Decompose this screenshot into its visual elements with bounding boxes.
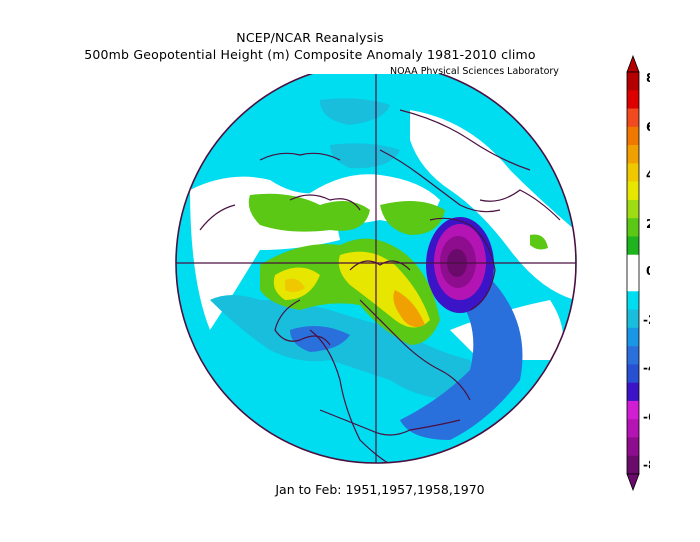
anomaly-orange-max bbox=[393, 290, 425, 328]
colorbar-segment bbox=[627, 291, 639, 310]
colorbar-arrow-bottom bbox=[626, 473, 640, 492]
colorbar-segment bbox=[627, 145, 639, 164]
colorbar-segment bbox=[627, 455, 639, 475]
map-boundary bbox=[175, 74, 577, 464]
colorbar-segment bbox=[627, 400, 639, 420]
colorbar-tick-label: -40 bbox=[643, 361, 650, 375]
map-subtitle: 500mb Geopotential Height (m) Composite … bbox=[84, 47, 536, 62]
colorbar-segment bbox=[627, 236, 639, 256]
colorbar-segment bbox=[627, 181, 639, 201]
colorbar-tick-label: 20 bbox=[646, 217, 650, 231]
colorbar-tick-label: 40 bbox=[646, 168, 650, 182]
colorbar-segment bbox=[627, 419, 639, 438]
colorbar-segment bbox=[627, 382, 639, 402]
colorbar-segment bbox=[627, 437, 639, 457]
colorbar-segment bbox=[627, 163, 639, 182]
colorbar-tick-label: -20 bbox=[643, 313, 650, 327]
anomaly-green-east bbox=[530, 234, 548, 250]
colorbar-tick-label: 80 bbox=[646, 71, 650, 85]
colorbar-segment bbox=[627, 72, 639, 91]
composite-period-label: Jan to Feb: 1951,1957,1958,1970 bbox=[275, 482, 485, 497]
colorbar-segment bbox=[627, 346, 639, 365]
anomaly-field bbox=[176, 74, 576, 463]
coastlines bbox=[199, 109, 561, 463]
colorbar-segment bbox=[627, 273, 639, 292]
anomaly-green-pole bbox=[380, 201, 445, 235]
anomaly-blue-north bbox=[320, 98, 390, 125]
colorbar-segment bbox=[627, 90, 639, 109]
colorbar: 80 60 40 20 0 -20 -40 -60 -80 bbox=[626, 54, 650, 492]
colorbar-segment bbox=[627, 108, 639, 128]
colorbar-segment bbox=[627, 254, 639, 274]
colorbar-labels: 80 60 40 20 0 -20 -40 -60 -80 bbox=[643, 71, 650, 472]
anomaly-blue-north2 bbox=[330, 143, 400, 169]
anomaly-blue-deep bbox=[400, 258, 523, 440]
anomaly-white-east bbox=[410, 110, 575, 300]
polar-stereographic-map bbox=[175, 74, 577, 464]
colorbar-tick-label: -60 bbox=[643, 410, 650, 424]
anomaly-blue-south bbox=[210, 295, 474, 400]
colorbar-segments bbox=[626, 54, 640, 492]
anomaly-orange-west bbox=[285, 278, 305, 293]
colorbar-arrow-top bbox=[626, 54, 640, 73]
colorbar-segment bbox=[627, 218, 639, 237]
map-title: NCEP/NCAR Reanalysis bbox=[236, 30, 384, 45]
colorbar-segment bbox=[627, 309, 639, 329]
colorbar-segment bbox=[627, 364, 639, 383]
colorbar-segment bbox=[627, 199, 639, 219]
anomaly-green-west bbox=[248, 193, 370, 232]
colorbar-segment bbox=[627, 327, 639, 347]
credit-label: NOAA Physical Sciences Laboratory bbox=[390, 66, 559, 77]
colorbar-segment bbox=[627, 126, 639, 146]
colorbar-tick-label: 60 bbox=[646, 120, 650, 134]
colorbar-tick-label: -80 bbox=[643, 458, 650, 472]
colorbar-tick-label: 0 bbox=[646, 264, 650, 278]
